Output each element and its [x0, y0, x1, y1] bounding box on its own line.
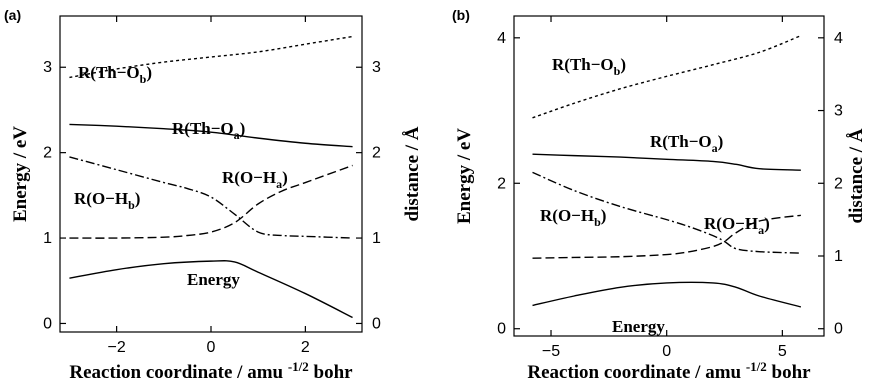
series-line-1 [532, 153, 801, 171]
series-line-0 [532, 34, 802, 119]
panel-label: (b) [452, 7, 470, 23]
y-right-tick-label: 3 [834, 103, 843, 120]
series-line-4 [69, 260, 353, 319]
series-line-4 [532, 281, 802, 308]
x-tick-label: 2 [301, 339, 310, 356]
y-left-tick-label: 3 [43, 59, 52, 76]
series-line-1 [69, 123, 353, 148]
series-label-0: R(Th−Ob) [552, 55, 626, 78]
y-right-tick-label: 1 [834, 248, 843, 265]
y-right-tick-label: 3 [372, 59, 381, 76]
y-left-tick-label: 0 [43, 315, 52, 332]
x-axis-label: Reaction coordinate / amu -1/2 bohr [527, 359, 811, 383]
chart-panel-a: (a) −2 0 2 0 1 2 3 0 1 2 3 Energy / eV distance / Å Re… [4, 7, 423, 383]
series-label-4: Energy [187, 270, 240, 289]
y-right-tick-label: 2 [834, 175, 843, 192]
series-label-0: R(Th−Ob) [78, 63, 152, 86]
series-label-2: R(O−Ha) [704, 214, 770, 237]
y-right-tick-label: 0 [834, 321, 843, 338]
chart-panel-b: (b) −5 0 5 0 2 4 0 1 2 3 4 Energy / eV distance / Å Re… [452, 7, 867, 383]
series-label-4: Energy [612, 317, 665, 336]
y-left-tick-label: 1 [43, 230, 52, 247]
y-right-tick-label: 4 [834, 30, 843, 47]
y-right-axis-label: distance / Å [402, 126, 423, 221]
y-left-tick-label: 2 [43, 145, 52, 162]
x-tick-label: −5 [542, 343, 560, 360]
series-label-1: R(Th−Oa) [172, 119, 245, 142]
y-left-axis-label: Energy / eV [10, 126, 31, 222]
y-left-tick-label: 0 [497, 321, 506, 338]
panel-label: (a) [4, 7, 21, 23]
x-tick-label: 5 [778, 343, 787, 360]
series-line-2 [532, 214, 801, 259]
y-right-tick-label: 0 [372, 315, 381, 332]
x-axis-label: Reaction coordinate / amu -1/2 bohr [69, 359, 353, 383]
series-line-2 [69, 164, 353, 239]
y-left-tick-label: 2 [497, 175, 506, 192]
series-label-2: R(O−Ha) [222, 168, 288, 191]
series-label-1: R(Th−Oa) [650, 132, 723, 155]
series-label-3: R(O−Hb) [540, 206, 606, 229]
y-right-axis-label: distance / Å [846, 128, 867, 223]
series-line-3 [532, 171, 801, 254]
y-right-tick-label: 2 [372, 145, 381, 162]
plot-frame [513, 15, 825, 337]
x-tick-label: −2 [108, 339, 126, 356]
y-left-axis-label: Energy / eV [454, 128, 475, 224]
series-line-3 [69, 156, 353, 239]
y-right-tick-label: 1 [372, 230, 381, 247]
x-tick-label: 0 [207, 339, 216, 356]
y-left-tick-label: 4 [497, 30, 506, 47]
x-tick-label: 0 [662, 343, 671, 360]
series-label-3: R(O−Hb) [74, 189, 140, 212]
